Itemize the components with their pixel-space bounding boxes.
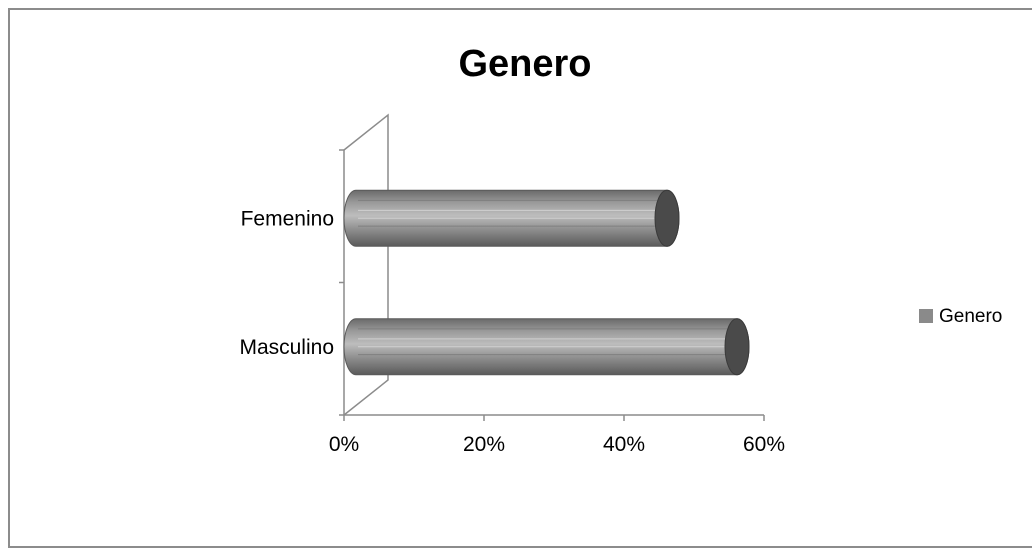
- bar: [343, 189, 680, 247]
- y-category-label: Femenino: [241, 207, 334, 230]
- back-wall-outline: [343, 113, 389, 416]
- y-axis-labels: Masculino Femenino: [239, 207, 334, 359]
- x-tick-label: 20%: [463, 433, 505, 456]
- bar-chart: Genero Masculino Femenino 0% 20% 40% 60% Gen…: [239, 43, 1002, 456]
- x-tick-label: 40%: [603, 433, 645, 456]
- x-tick-label: 60%: [743, 433, 785, 456]
- x-tick-label: 0%: [329, 433, 359, 456]
- chart-title: Genero: [458, 43, 591, 85]
- bar-end-cap: [724, 318, 750, 376]
- x-axis-labels: 0% 20% 40% 60%: [329, 433, 785, 456]
- bar: [343, 318, 750, 376]
- axes: [339, 113, 765, 421]
- legend-swatch: [919, 309, 933, 323]
- bars: [343, 189, 750, 376]
- legend: Genero: [919, 306, 1002, 327]
- bar-end-cap: [654, 189, 680, 247]
- legend-label: Genero: [939, 306, 1002, 327]
- y-category-label: Masculino: [239, 336, 334, 359]
